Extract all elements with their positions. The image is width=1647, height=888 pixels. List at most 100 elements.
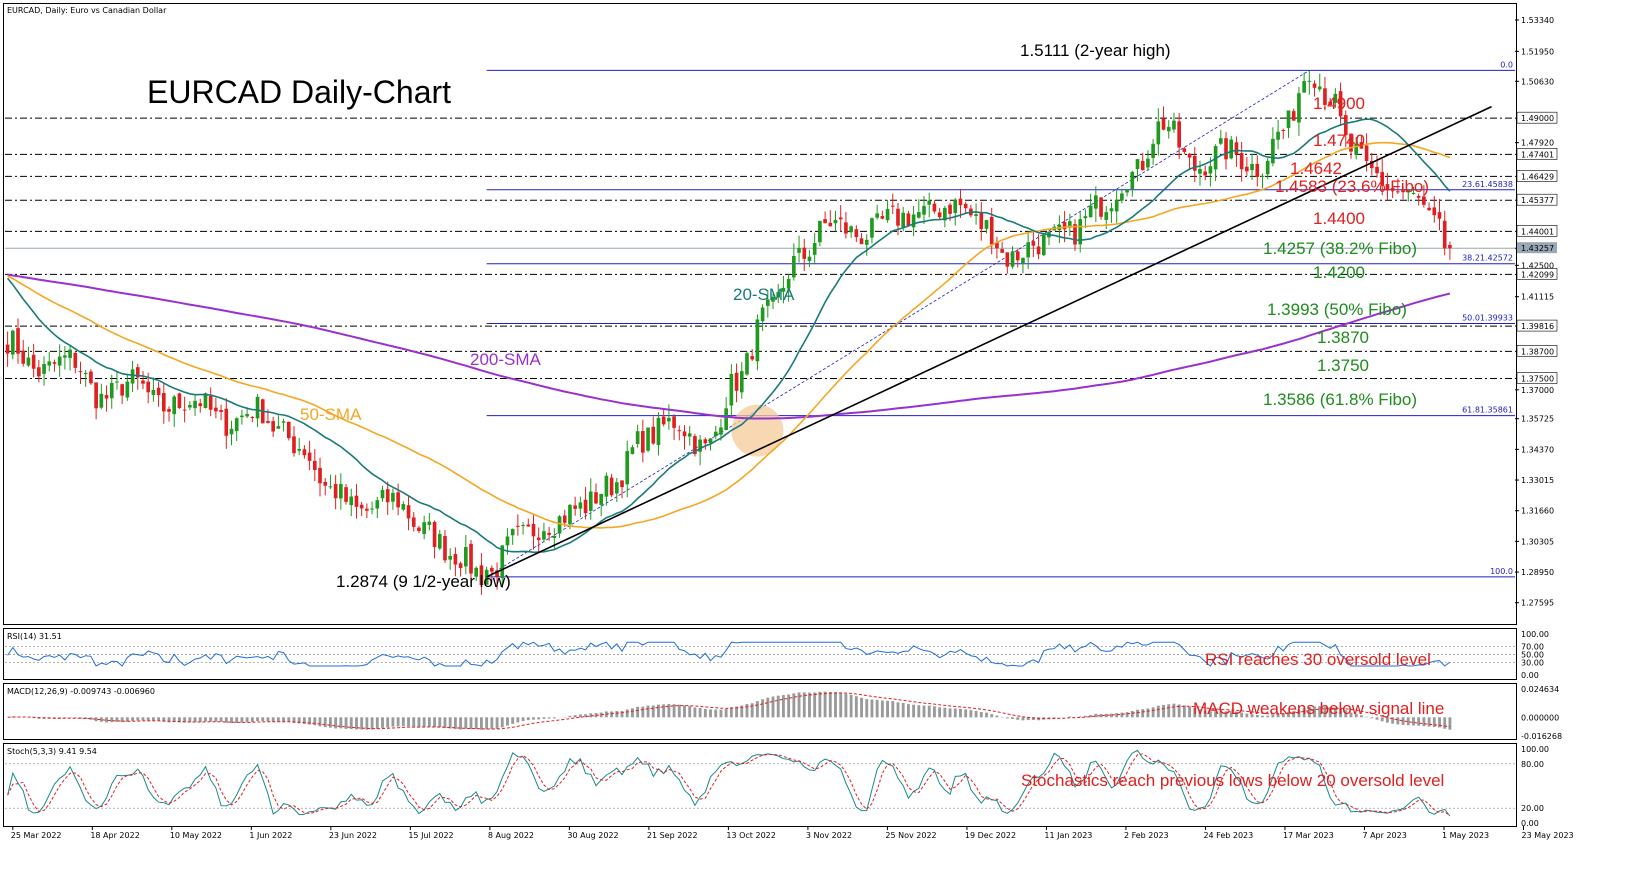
- candle-body-131: [687, 433, 692, 437]
- stoch-k-line: [7, 749, 1451, 817]
- rsi-tick-3: 30.00: [1521, 659, 1544, 668]
- price-tick-label-11: 1.42099: [1521, 270, 1554, 279]
- candle-body-182: [953, 199, 958, 214]
- candle-body-73: [385, 489, 390, 503]
- candle-body-74: [391, 492, 395, 502]
- candle-body-148: [776, 292, 781, 298]
- stoch-tick-0: 100.00: [1521, 745, 1549, 754]
- candle-body-7: [42, 363, 46, 374]
- fib-label-4: 61.81.35861: [1462, 406, 1513, 415]
- candle-body-55: [292, 436, 296, 454]
- candle-body-254: [1328, 101, 1332, 106]
- price-tick-label-21: 1.30305: [1521, 537, 1554, 546]
- candle-body-95: [500, 545, 505, 579]
- price-tick-label-9: 1.43257: [1521, 244, 1554, 253]
- candle-body-102: [536, 537, 541, 541]
- candle-body-82: [432, 521, 437, 547]
- candle-body-234: [1224, 138, 1228, 160]
- price-tick-label-2: 1.50630: [1521, 77, 1554, 86]
- candle-body-218: [1140, 160, 1145, 171]
- candle-body-243: [1271, 138, 1275, 164]
- candle-body-31: [167, 408, 171, 412]
- candle-body-41: [219, 409, 223, 412]
- candle-body-207: [1083, 216, 1088, 219]
- candle-body-206: [1078, 219, 1083, 245]
- candle-body-253: [1323, 88, 1327, 105]
- candle-body-75: [396, 492, 400, 508]
- candle-body-221: [1156, 121, 1161, 145]
- candle-body-67: [354, 495, 359, 507]
- sma20-label: 20-SMA: [733, 285, 795, 304]
- price-axis: 1.53340 1.51950 1.50630 1.49000 1.47920 1.474…: [1515, 16, 1558, 608]
- candle-body-233: [1218, 138, 1223, 144]
- macd-signal-line: [7, 692, 1450, 730]
- candle-body-222: [1161, 118, 1166, 130]
- fibonacci-levels: 0.0 23.61.45838 38.21.42572 50.01.39933 61.8…: [486, 60, 1515, 578]
- candle-body-38: [203, 393, 208, 408]
- candle-body-153: [802, 247, 807, 259]
- time-tick-label-9: 13 Oct 2022: [726, 831, 775, 840]
- candle-body-198: [1036, 246, 1041, 255]
- candle-body-89: [469, 543, 473, 574]
- level-box-14: [1516, 345, 1558, 357]
- fib-label-0: 0.0: [1500, 60, 1513, 69]
- candle-body-143: [750, 356, 755, 360]
- level-box-5: [1516, 148, 1558, 160]
- price-tick-label-22: 1.28950: [1521, 568, 1554, 577]
- price-tick-label-15: 1.37500: [1521, 375, 1554, 384]
- candle-body-96: [505, 536, 510, 546]
- candle-body-214: [1120, 193, 1124, 201]
- macd-panel-frame: [3, 683, 1517, 740]
- sma20-line: [6, 118, 1451, 554]
- price-tick-label-17: 1.35725: [1521, 415, 1554, 424]
- candle-body-1: [10, 330, 15, 355]
- candle-body-108: [568, 504, 572, 525]
- candle-body-257: [1343, 115, 1348, 136]
- candle-body-255: [1333, 93, 1338, 103]
- stoch-header: Stoch(5,3,3) 9.41 9.54: [7, 747, 97, 756]
- candle-body-186: [974, 214, 978, 216]
- candle-body-276: [1442, 220, 1447, 249]
- candle-body-180: [943, 207, 947, 221]
- macd-note: MACD weakens below signal line: [1193, 699, 1444, 718]
- rsi-line: [7, 641, 1451, 667]
- candle-body-59: [312, 460, 317, 470]
- candle-body-163: [854, 229, 859, 238]
- candle-body-28: [151, 389, 156, 395]
- candle-body-264: [1380, 171, 1385, 186]
- candle-body-273: [1427, 207, 1431, 211]
- price-tick-label-0: 1.53340: [1521, 16, 1554, 25]
- candle-body-61: [323, 481, 328, 486]
- candle-body-150: [786, 278, 791, 289]
- candle-body-37: [198, 403, 203, 407]
- candle-body-30: [161, 393, 166, 412]
- annotations: 1.5111 (2-year high)1.49001.47401.46421.…: [300, 41, 1429, 591]
- candle-body-161: [844, 222, 848, 234]
- time-tick-label-17: 7 Apr 2023: [1362, 831, 1406, 840]
- candle-body-123: [646, 427, 650, 451]
- candle-body-231: [1208, 166, 1213, 174]
- price-tick-label-8: 1.44001: [1521, 227, 1554, 236]
- candle-body-168: [880, 216, 885, 219]
- time-tick-label-1: 18 Apr 2022: [90, 831, 139, 840]
- candle-body-14: [78, 371, 83, 373]
- candle-body-195: [1021, 257, 1025, 263]
- candle-body-72: [380, 489, 385, 499]
- candle-body-245: [1281, 130, 1286, 132]
- candle-body-78: [411, 517, 416, 527]
- time-tick-label-4: 23 Jun 2022: [329, 831, 377, 840]
- candle-body-208: [1088, 205, 1093, 218]
- candle-body-219: [1146, 158, 1150, 168]
- candle-body-57: [302, 449, 307, 456]
- candle-body-63: [333, 483, 338, 499]
- candle-body-193: [1010, 251, 1015, 267]
- candle-body-269: [1406, 190, 1411, 193]
- time-tick-label-12: 19 Dec 2022: [965, 831, 1016, 840]
- candle-body-212: [1109, 208, 1114, 212]
- candle-body-189: [989, 216, 994, 245]
- candle-body-128: [672, 416, 676, 428]
- candle-body-117: [614, 482, 619, 494]
- stoch-tick-3: 0.00: [1521, 819, 1539, 828]
- time-tick-label-5: 15 Jul 2022: [408, 831, 453, 840]
- candle-body-92: [484, 569, 489, 585]
